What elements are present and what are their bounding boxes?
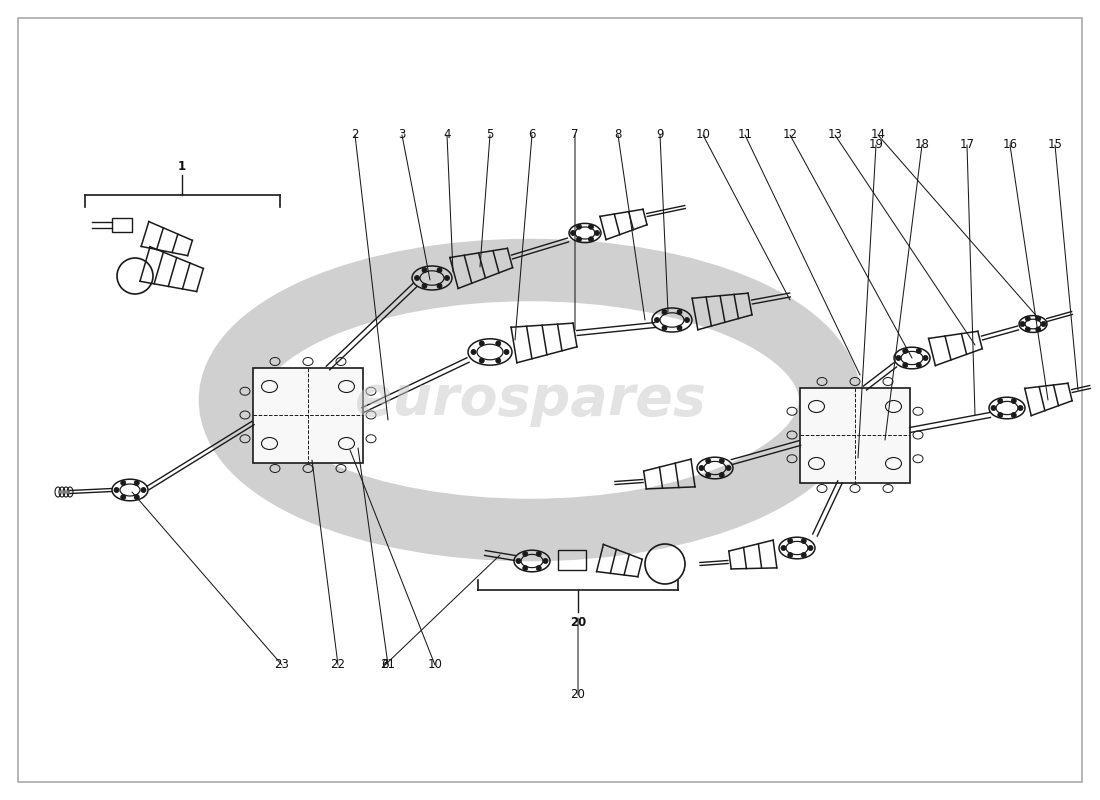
Ellipse shape (496, 358, 500, 363)
Ellipse shape (471, 350, 476, 354)
Text: 19: 19 (869, 138, 883, 151)
Text: 10: 10 (695, 129, 711, 142)
Text: 7: 7 (571, 129, 579, 142)
Ellipse shape (141, 487, 146, 493)
Ellipse shape (1041, 322, 1046, 326)
Ellipse shape (719, 458, 724, 463)
Text: 8: 8 (614, 129, 622, 142)
Ellipse shape (415, 275, 419, 281)
Ellipse shape (437, 283, 442, 288)
Ellipse shape (588, 237, 594, 242)
Ellipse shape (903, 362, 907, 367)
Text: 20: 20 (571, 689, 585, 702)
Ellipse shape (654, 318, 660, 322)
Ellipse shape (662, 310, 667, 314)
Ellipse shape (916, 349, 922, 354)
Ellipse shape (676, 326, 682, 330)
Ellipse shape (422, 268, 427, 273)
Ellipse shape (480, 358, 484, 363)
Ellipse shape (1036, 316, 1041, 321)
Text: 6: 6 (382, 658, 388, 671)
Ellipse shape (571, 230, 575, 235)
Ellipse shape (576, 237, 582, 242)
Ellipse shape (726, 466, 732, 470)
Ellipse shape (916, 362, 922, 367)
Ellipse shape (991, 406, 996, 410)
Ellipse shape (121, 494, 125, 499)
Ellipse shape (114, 487, 119, 493)
Ellipse shape (998, 398, 1003, 403)
Ellipse shape (1025, 316, 1031, 321)
Ellipse shape (1018, 406, 1023, 410)
Text: 4: 4 (443, 129, 451, 142)
Ellipse shape (437, 268, 442, 273)
Ellipse shape (121, 481, 125, 486)
Ellipse shape (801, 538, 806, 543)
Text: 22: 22 (330, 658, 345, 671)
Ellipse shape (496, 341, 500, 346)
Ellipse shape (1020, 322, 1025, 326)
Text: 16: 16 (1002, 138, 1018, 151)
Ellipse shape (522, 551, 528, 557)
Text: 1: 1 (178, 161, 186, 174)
Ellipse shape (698, 466, 704, 470)
Ellipse shape (543, 558, 548, 563)
Bar (800, 387, 910, 482)
Text: 20: 20 (570, 615, 586, 629)
Text: 21: 21 (381, 658, 396, 671)
Ellipse shape (134, 481, 140, 486)
Ellipse shape (480, 341, 484, 346)
Ellipse shape (576, 224, 582, 230)
Ellipse shape (444, 275, 450, 281)
Ellipse shape (522, 566, 528, 570)
Text: 17: 17 (959, 138, 975, 151)
Text: 12: 12 (782, 129, 797, 142)
Ellipse shape (781, 546, 786, 550)
Text: 13: 13 (827, 129, 843, 142)
Text: 23: 23 (275, 658, 289, 671)
Text: 15: 15 (1047, 138, 1063, 151)
Ellipse shape (719, 473, 724, 478)
Ellipse shape (134, 494, 140, 499)
Text: 18: 18 (914, 138, 929, 151)
Ellipse shape (516, 558, 521, 563)
Ellipse shape (706, 473, 711, 478)
Ellipse shape (923, 355, 928, 361)
Ellipse shape (998, 413, 1003, 418)
Text: 5: 5 (486, 129, 494, 142)
Ellipse shape (808, 546, 813, 550)
Text: 10: 10 (428, 658, 442, 671)
Ellipse shape (594, 230, 600, 235)
Ellipse shape (1011, 413, 1016, 418)
Ellipse shape (504, 350, 509, 354)
Ellipse shape (896, 355, 901, 361)
Bar (558, 550, 586, 570)
Ellipse shape (1036, 327, 1041, 332)
Bar (253, 367, 363, 462)
Ellipse shape (537, 551, 541, 557)
Ellipse shape (662, 326, 667, 330)
Text: 9: 9 (657, 129, 663, 142)
Ellipse shape (903, 349, 907, 354)
Ellipse shape (801, 553, 806, 558)
Text: 6: 6 (528, 129, 536, 142)
Ellipse shape (684, 318, 690, 322)
Text: 14: 14 (870, 129, 886, 142)
Bar (112, 218, 132, 232)
Text: 3: 3 (398, 129, 406, 142)
Ellipse shape (706, 458, 711, 463)
Text: eurospares: eurospares (354, 373, 705, 427)
Ellipse shape (588, 224, 594, 230)
Text: 2: 2 (351, 129, 359, 142)
Ellipse shape (788, 538, 793, 543)
Ellipse shape (1025, 327, 1031, 332)
Ellipse shape (1011, 398, 1016, 403)
Text: 11: 11 (737, 129, 752, 142)
Ellipse shape (676, 310, 682, 314)
Ellipse shape (422, 283, 427, 288)
Ellipse shape (537, 566, 541, 570)
Ellipse shape (788, 553, 793, 558)
